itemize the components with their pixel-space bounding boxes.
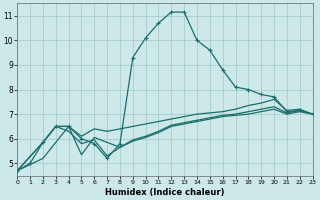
X-axis label: Humidex (Indice chaleur): Humidex (Indice chaleur) xyxy=(105,188,225,197)
